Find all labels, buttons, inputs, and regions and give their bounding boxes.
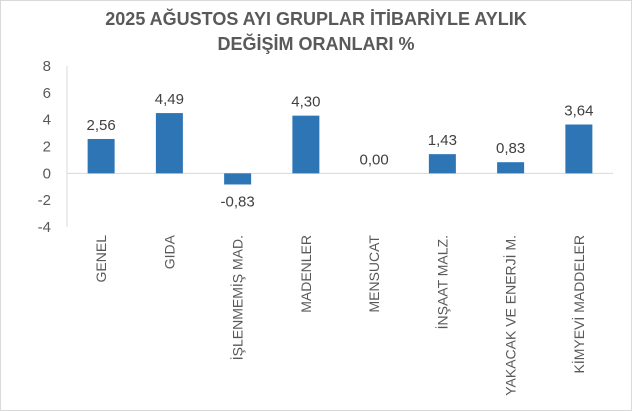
- data-label: 0,83: [496, 140, 525, 157]
- category-label: GIDA: [161, 234, 177, 269]
- bar: [292, 115, 320, 174]
- bar: [428, 154, 456, 174]
- category-label: GENEL: [93, 235, 109, 283]
- y-tick-label: -2: [38, 192, 51, 209]
- data-label: 2,56: [87, 117, 116, 134]
- y-tick-label: 2: [43, 139, 51, 156]
- bar: [224, 173, 252, 185]
- bar: [155, 113, 183, 174]
- category-label: İŞLENMEMİŞ MAD.: [229, 235, 246, 360]
- bar: [565, 124, 593, 174]
- chart-title: 2025 AĞUSTOS AYI GRUPLAR İTİBARİYLE AYLI…: [1, 7, 631, 57]
- category-label: MENSUCAT: [366, 235, 382, 313]
- category-label: KİMYEVİ MADDELER: [570, 235, 587, 373]
- bar: [497, 162, 525, 174]
- data-label: 1,43: [428, 132, 457, 149]
- category-label: MADENLER: [298, 235, 314, 313]
- category-label: İNŞAAT MALZ.: [433, 235, 450, 329]
- y-tick-label: -4: [38, 219, 51, 236]
- y-tick-label: 6: [43, 85, 51, 102]
- y-tick-label: 8: [43, 58, 51, 75]
- y-tick-label: 4: [43, 112, 51, 129]
- y-tick-label: 0: [43, 165, 51, 182]
- data-label: 4,49: [155, 91, 184, 108]
- chart-title-line-1: 2025 AĞUSTOS AYI GRUPLAR İTİBARİYLE AYLI…: [105, 9, 527, 29]
- data-label: 0,00: [360, 151, 389, 168]
- bar: [87, 138, 115, 174]
- data-label: -0,83: [221, 193, 255, 210]
- data-label: 4,30: [291, 94, 320, 111]
- category-label: YAKACAK VE ENERJİ M.: [502, 235, 519, 396]
- data-label: 3,64: [564, 102, 593, 119]
- chart-title-line-2: DEĞİŞİM ORANLARI %: [217, 34, 415, 54]
